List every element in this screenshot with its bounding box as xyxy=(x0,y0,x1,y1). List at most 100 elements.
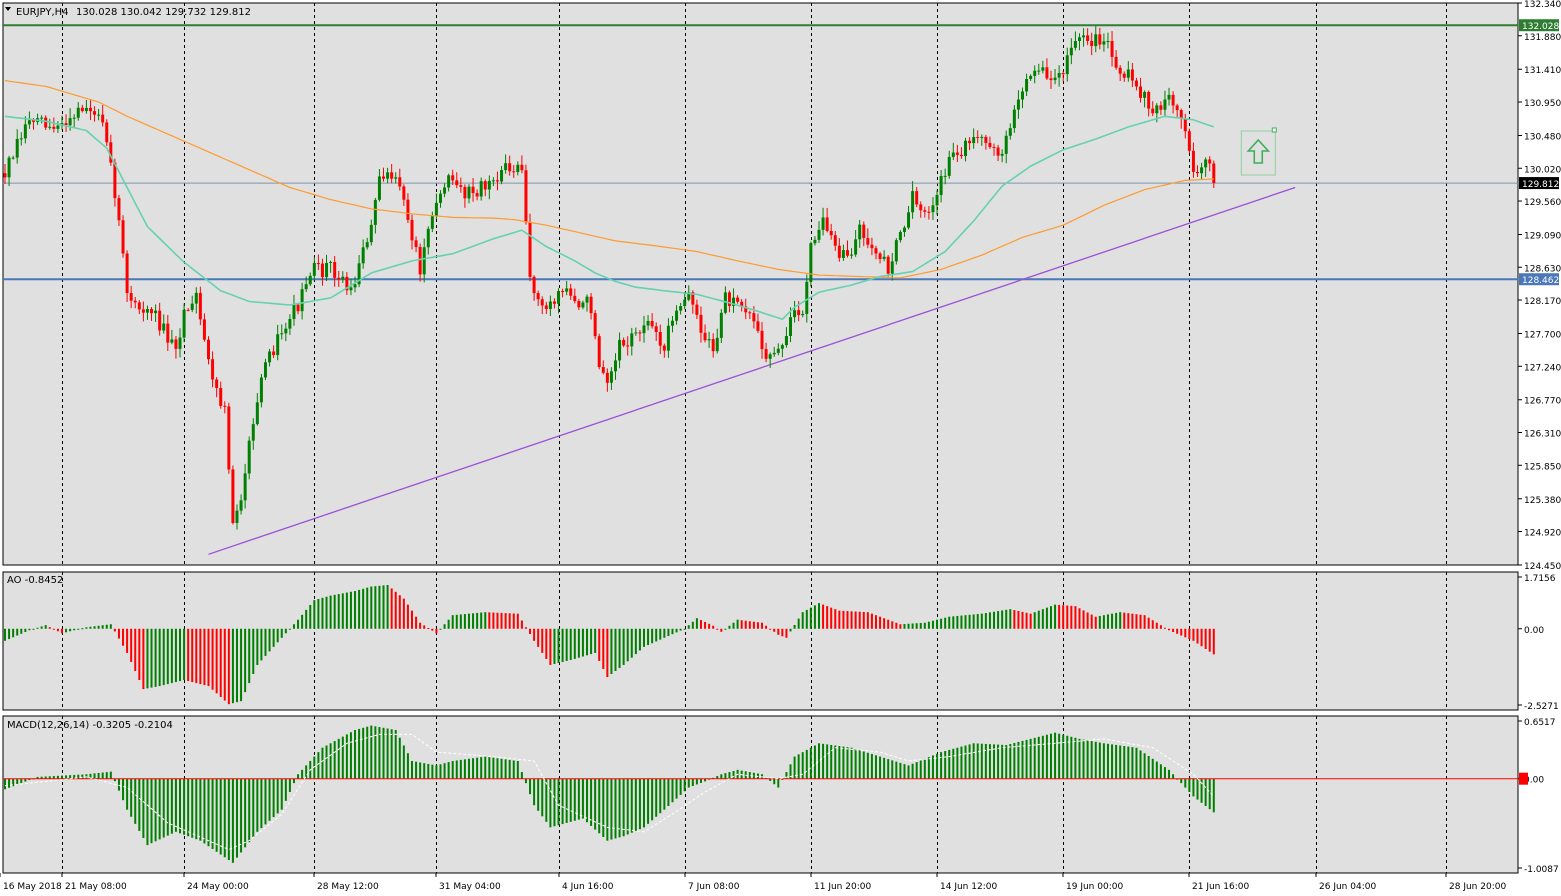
candle xyxy=(935,194,939,206)
macd-bar xyxy=(305,765,308,779)
ao-bar xyxy=(630,628,633,658)
candle xyxy=(1130,69,1134,81)
ao-bar xyxy=(276,628,279,643)
candle xyxy=(642,325,646,334)
ao-bar xyxy=(1143,615,1146,629)
time-tick-label: 26 Jun 04:00 xyxy=(1319,882,1376,892)
candle xyxy=(695,304,699,315)
macd-bar xyxy=(931,755,934,779)
macd-bar xyxy=(1090,741,1093,779)
macd-bar xyxy=(1033,737,1036,779)
ao-bar xyxy=(569,628,572,660)
candle xyxy=(170,339,174,343)
ao-bar xyxy=(36,627,39,629)
macd-bar xyxy=(154,778,157,842)
candle xyxy=(532,276,536,294)
macd-bar xyxy=(773,778,776,785)
ao-bar xyxy=(362,588,365,629)
candle xyxy=(48,126,52,128)
macd-bar xyxy=(415,761,418,779)
ao-bar xyxy=(207,628,210,687)
macd-bar xyxy=(1066,735,1069,779)
candle xyxy=(198,292,202,320)
ao-bar xyxy=(309,605,312,629)
candle xyxy=(1179,110,1183,119)
macd-bar xyxy=(899,762,902,779)
macd-bar xyxy=(968,744,971,779)
candle xyxy=(7,157,11,178)
candle xyxy=(850,254,854,256)
candle xyxy=(463,186,467,199)
ao-bar xyxy=(272,628,275,647)
macd-bar xyxy=(537,778,540,811)
price-tick-label: 127.700 xyxy=(1524,331,1561,341)
candle xyxy=(284,328,288,334)
candle xyxy=(312,263,316,276)
macd-bar xyxy=(549,778,552,828)
candle xyxy=(345,276,349,291)
macd-bar xyxy=(313,756,316,779)
ao-bar xyxy=(1139,614,1142,629)
candle xyxy=(365,242,369,248)
price-tick-label: 130.950 xyxy=(1524,99,1561,109)
symbol-dropdown-icon[interactable] xyxy=(5,7,11,11)
ao-bar xyxy=(948,616,951,629)
candle xyxy=(581,302,585,308)
candle xyxy=(495,180,499,182)
up-arrow-icon[interactable] xyxy=(1240,127,1277,176)
macd-bar xyxy=(777,778,780,788)
ao-bar xyxy=(1033,612,1036,629)
macd-bar xyxy=(240,778,243,853)
candle xyxy=(141,309,145,313)
ao-bar xyxy=(610,628,613,675)
candle xyxy=(1061,73,1065,75)
ao-bar xyxy=(891,621,894,629)
ao-bar xyxy=(651,628,654,644)
macd-bar xyxy=(488,757,491,779)
macd-bar xyxy=(1180,778,1183,784)
ao-bar xyxy=(16,628,19,636)
macd-bar xyxy=(699,778,702,783)
macd-bar xyxy=(984,743,987,779)
macd-bar xyxy=(915,762,918,779)
time-tick-label: 14 Jun 12:00 xyxy=(940,882,997,892)
candle xyxy=(68,118,72,126)
candle xyxy=(1041,67,1045,71)
candle xyxy=(670,320,674,326)
ao-bar xyxy=(728,625,731,629)
candle xyxy=(56,125,60,129)
macd-bar xyxy=(113,778,116,782)
ao-bar xyxy=(227,628,230,705)
ao-bar xyxy=(20,628,23,634)
time-tick-label: 28 May 12:00 xyxy=(317,882,379,892)
ao-bar xyxy=(1155,622,1158,629)
candle xyxy=(1126,69,1130,78)
candle xyxy=(650,321,654,327)
candle xyxy=(1118,67,1122,74)
candle xyxy=(459,185,463,187)
candle xyxy=(361,247,365,264)
macd-bar xyxy=(630,778,633,833)
macd-bar xyxy=(980,743,983,779)
macd-bar xyxy=(846,747,849,779)
candle xyxy=(467,186,471,199)
macd-bar xyxy=(940,752,943,779)
macd-bar xyxy=(956,747,959,779)
ao-bar xyxy=(463,614,466,629)
ao-bar xyxy=(1041,609,1044,629)
ao-bar xyxy=(150,628,153,688)
ao-bar xyxy=(748,621,751,629)
ao-bar xyxy=(415,616,418,629)
candle xyxy=(251,424,255,441)
macd-bar xyxy=(1127,746,1130,779)
ao-bar xyxy=(183,628,186,681)
candle xyxy=(296,304,300,312)
candle xyxy=(1102,41,1106,45)
ao-bar xyxy=(1078,608,1081,629)
candle xyxy=(805,281,809,314)
candle xyxy=(715,337,719,352)
ao-bar xyxy=(634,628,637,655)
candle xyxy=(243,473,247,501)
candle xyxy=(1086,35,1090,41)
